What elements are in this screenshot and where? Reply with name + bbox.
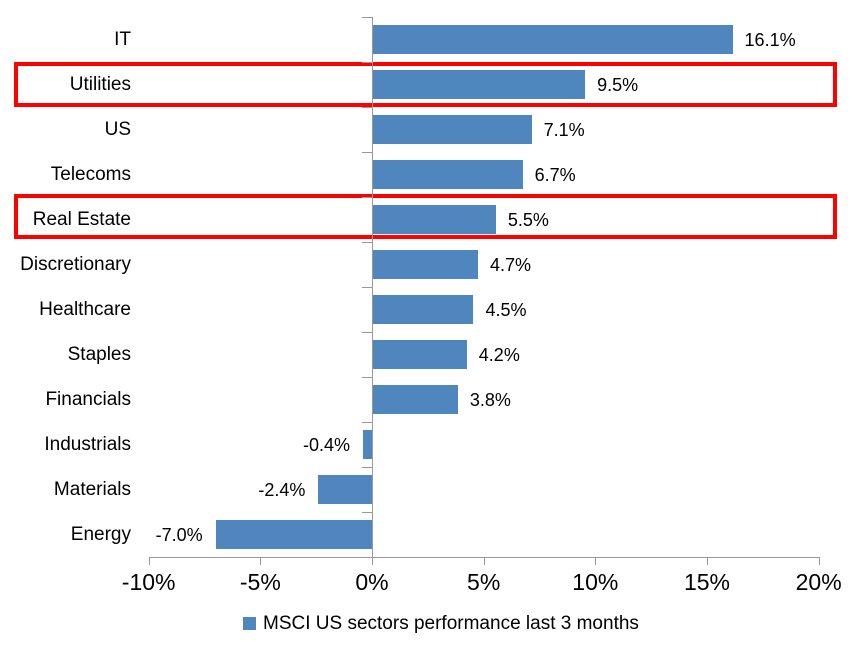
category-label: Discretionary <box>20 253 131 275</box>
bar <box>373 295 474 324</box>
value-label: 16.1% <box>744 29 796 50</box>
bar <box>373 385 458 414</box>
highlight-box <box>14 194 837 239</box>
x-axis-tick-label: 0% <box>355 569 389 595</box>
x-axis-tick-label: 5% <box>467 569 501 595</box>
category-label: Telecoms <box>50 163 131 185</box>
bar <box>373 25 733 54</box>
bar <box>363 430 372 459</box>
category-label: Healthcare <box>39 298 131 320</box>
y-axis-tick <box>362 467 372 468</box>
legend-marker-icon <box>243 617 256 630</box>
category-label: Financials <box>45 388 131 410</box>
value-label: 4.2% <box>478 344 520 365</box>
value-label: 3.8% <box>469 389 511 410</box>
bar <box>373 160 523 189</box>
x-axis-tick-label: -5% <box>239 569 281 595</box>
y-axis-tick <box>362 17 372 18</box>
y-axis-tick <box>362 422 372 423</box>
y-axis-tick <box>362 197 372 198</box>
bar <box>373 205 496 234</box>
y-axis-tick <box>362 287 372 288</box>
x-axis-tick-label: 15% <box>683 569 730 595</box>
x-axis-tick <box>260 557 262 565</box>
bar <box>318 475 372 504</box>
bar <box>215 520 372 549</box>
value-label: 7.1% <box>543 119 585 140</box>
category-label: Energy <box>70 523 131 545</box>
category-label: Materials <box>53 478 131 500</box>
y-axis-tick <box>362 242 372 243</box>
x-axis-line <box>148 557 819 558</box>
category-label: IT <box>114 28 131 50</box>
bar <box>373 70 586 99</box>
value-label: -2.4% <box>258 479 306 500</box>
bar <box>373 250 478 279</box>
y-axis-tick <box>362 332 372 333</box>
y-axis-tick <box>362 152 372 153</box>
x-axis-tick <box>818 557 820 565</box>
x-axis-tick-label: 20% <box>795 569 842 595</box>
value-label: 9.5% <box>597 74 639 95</box>
y-axis-tick <box>362 62 372 63</box>
value-label: 4.7% <box>489 254 531 275</box>
x-axis-tick <box>706 557 708 565</box>
value-label: -7.0% <box>155 524 203 545</box>
legend: MSCI US sectors performance last 3 month… <box>243 611 639 636</box>
bar <box>373 340 467 369</box>
value-label: 5.5% <box>507 209 549 230</box>
y-axis-line <box>372 17 373 557</box>
category-label: Real Estate <box>32 208 131 230</box>
x-axis-tick <box>595 557 597 565</box>
legend-label: MSCI US sectors performance last 3 month… <box>263 613 639 634</box>
x-axis-tick <box>372 557 373 565</box>
category-label: Utilities <box>69 73 131 95</box>
y-axis-tick <box>362 377 372 378</box>
value-label: -0.4% <box>303 434 351 455</box>
x-axis-tick-label: 10% <box>572 569 619 595</box>
bar <box>373 115 532 144</box>
value-label: 4.5% <box>485 299 527 320</box>
y-axis-tick <box>362 512 372 513</box>
x-axis-tick <box>148 557 150 565</box>
category-label: US <box>104 118 131 140</box>
category-label: Staples <box>67 343 131 365</box>
x-axis-tick <box>483 557 485 565</box>
x-axis-tick-label: -10% <box>121 569 176 595</box>
y-axis-tick <box>362 107 372 108</box>
category-label: Industrials <box>44 433 131 455</box>
highlight-box <box>14 62 837 107</box>
value-label: 6.7% <box>534 164 576 185</box>
